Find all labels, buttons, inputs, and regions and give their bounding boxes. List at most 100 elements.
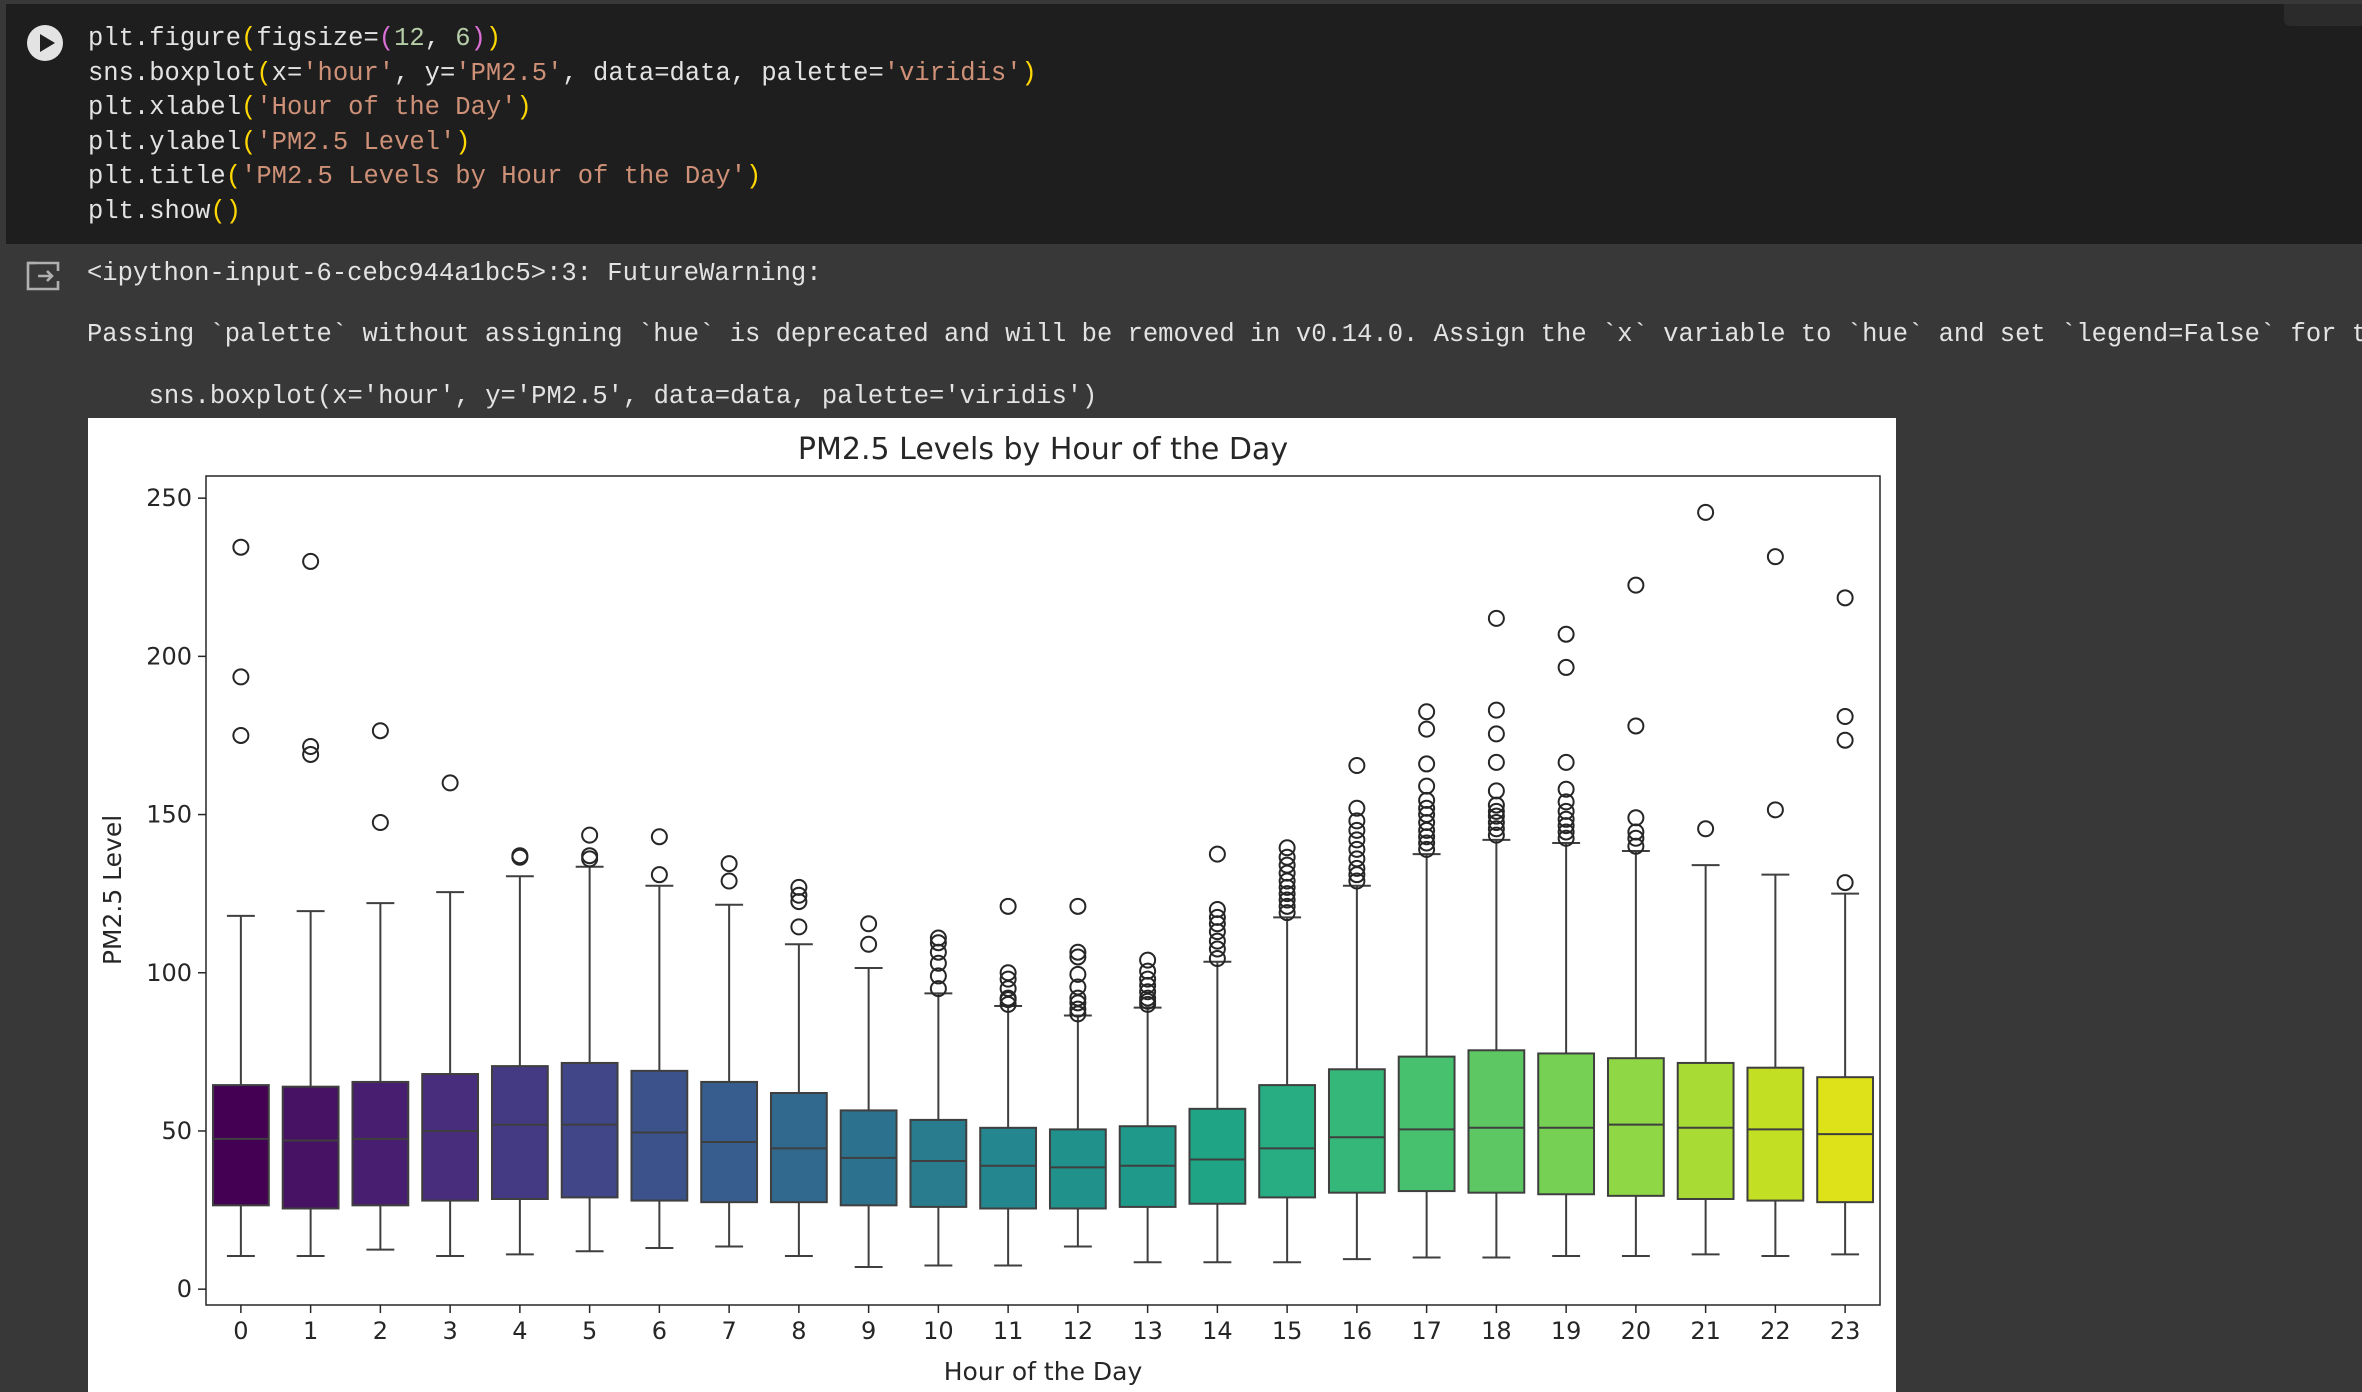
outlier-point <box>441 774 459 792</box>
x-tick-label: 23 <box>1830 1317 1861 1345</box>
outlier-point <box>1418 755 1436 773</box>
outlier-point <box>1278 885 1296 903</box>
box-hour-14 <box>1188 845 1247 1264</box>
outlier-point <box>1627 576 1645 594</box>
outlier-point <box>1557 753 1575 771</box>
iqr-box <box>979 1126 1038 1210</box>
outlier-point <box>302 552 320 570</box>
boxes-layer <box>211 503 1875 1269</box>
outlier-point <box>1557 823 1575 841</box>
outlier-point <box>1208 932 1226 950</box>
outlier-point <box>999 989 1017 1007</box>
x-tick-label: 20 <box>1621 1317 1652 1345</box>
box-hour-20 <box>1606 576 1665 1257</box>
code-token: plt.show <box>88 196 211 226</box>
outlier-point <box>1487 820 1505 838</box>
code-token: plt.figure <box>88 24 242 53</box>
y-tick-label: 100 <box>146 959 192 987</box>
x-tick-label: 16 <box>1342 1317 1373 1345</box>
x-axis: 0 1 2 3 4 5 6 7 8 9 10 11 12 13 14 15 16 17 18 19 20 21 22 23 <box>233 1305 1860 1345</box>
outlier-point <box>1069 948 1087 966</box>
box-hour-12 <box>1048 897 1107 1248</box>
x-axis-label: Hour of the Day <box>944 1357 1143 1386</box>
code-token: ( <box>241 127 257 157</box>
box-hour-18 <box>1467 609 1526 1259</box>
outlier-point <box>1348 872 1366 890</box>
code-token: ) <box>516 93 532 123</box>
x-tick-label: 9 <box>861 1317 876 1345</box>
outlier-point <box>1139 962 1157 980</box>
outlier-point <box>581 847 599 865</box>
y-tick-label: 150 <box>146 801 192 829</box>
box-hour-19 <box>1537 625 1596 1257</box>
outlier-point <box>1278 891 1296 909</box>
box-hour-5 <box>560 826 619 1253</box>
outlier-point <box>1069 943 1087 961</box>
outlier-point <box>1557 810 1575 828</box>
box-hour-4 <box>490 847 549 1256</box>
code-line: plt.show() <box>88 197 241 226</box>
plot-area-frame <box>205 475 1881 1306</box>
plot-output: 0 50 100 150 200 250 0 1 2 3 4 5 6 7 8 9 10 11 12 13 14 15 16… <box>88 418 1896 1392</box>
iqr-box <box>1467 1049 1526 1194</box>
box-hour-9 <box>839 915 898 1269</box>
code-token: ( <box>225 162 242 192</box>
y-tick-label: 200 <box>146 642 192 670</box>
code-token: ) <box>1021 58 1037 88</box>
output-icon[interactable] <box>24 259 62 293</box>
run-cell-icon[interactable] <box>26 24 64 62</box>
outlier-point <box>1487 725 1505 743</box>
code-token: plt.ylabel <box>88 127 242 157</box>
x-tick-label: 21 <box>1690 1317 1721 1345</box>
x-tick-label: 3 <box>442 1317 457 1345</box>
code-token: ) <box>455 127 471 157</box>
outlier-point <box>1348 850 1366 868</box>
iqr-box <box>1327 1068 1386 1194</box>
code-line: plt.title('PM2.5 Levels by Hour of the D… <box>88 162 761 191</box>
box-hour-2 <box>351 722 410 1251</box>
x-tick-label: 11 <box>993 1317 1024 1345</box>
outlier-point <box>1487 826 1505 844</box>
iqr-box <box>490 1065 549 1201</box>
iqr-box <box>1606 1057 1665 1197</box>
code-token: ( <box>256 58 272 88</box>
outlier-point <box>790 886 808 904</box>
box-hour-10 <box>909 929 968 1267</box>
outlier-point <box>1836 589 1854 607</box>
code-token: figsize= <box>256 24 379 53</box>
outlier-point <box>1348 840 1366 858</box>
outlier-point <box>1348 831 1366 849</box>
outlier-point <box>650 866 668 884</box>
cell-toolbar-tab[interactable] <box>2284 4 2362 26</box>
outlier-point <box>1139 951 1157 969</box>
code-token: ( <box>378 24 395 53</box>
box-hour-23 <box>1816 589 1875 1256</box>
code-token: ) <box>470 24 486 53</box>
outlier-point <box>929 929 947 947</box>
x-tick-label: 8 <box>791 1317 806 1345</box>
y-tick-label: 50 <box>161 1117 192 1145</box>
outlier-point <box>1557 780 1575 798</box>
warning-message: Passing `palette` without assigning `hue… <box>87 320 2362 349</box>
box-hour-21 <box>1676 503 1735 1256</box>
code-cell[interactable]: plt.figure(figsize=(12, 6)) sns.boxplot(… <box>6 4 2362 244</box>
iqr-box <box>211 1084 270 1207</box>
x-tick-label: 15 <box>1272 1317 1303 1345</box>
code-token: 'Hour of the Day' <box>256 93 517 123</box>
outlier-point <box>302 745 320 763</box>
outlier-point <box>1208 845 1226 863</box>
outlier-point <box>1069 965 1087 983</box>
outlier-point <box>790 878 808 896</box>
outlier-point <box>1627 809 1645 827</box>
outlier-point <box>1348 812 1366 830</box>
outlier-point <box>1836 874 1854 892</box>
iqr-box <box>1397 1055 1456 1193</box>
y-axis: 0 50 100 150 200 250 <box>146 484 206 1303</box>
outlier-point <box>1139 970 1157 988</box>
iqr-box <box>1537 1052 1596 1196</box>
code-editor[interactable]: plt.figure(figsize=(12, 6)) sns.boxplot(… <box>88 22 1037 230</box>
x-tick-label: 5 <box>582 1317 597 1345</box>
code-token: 'PM2.5 Level' <box>256 127 456 157</box>
outlier-point <box>1557 802 1575 820</box>
y-axis-label: PM2.5 Level <box>98 815 127 965</box>
